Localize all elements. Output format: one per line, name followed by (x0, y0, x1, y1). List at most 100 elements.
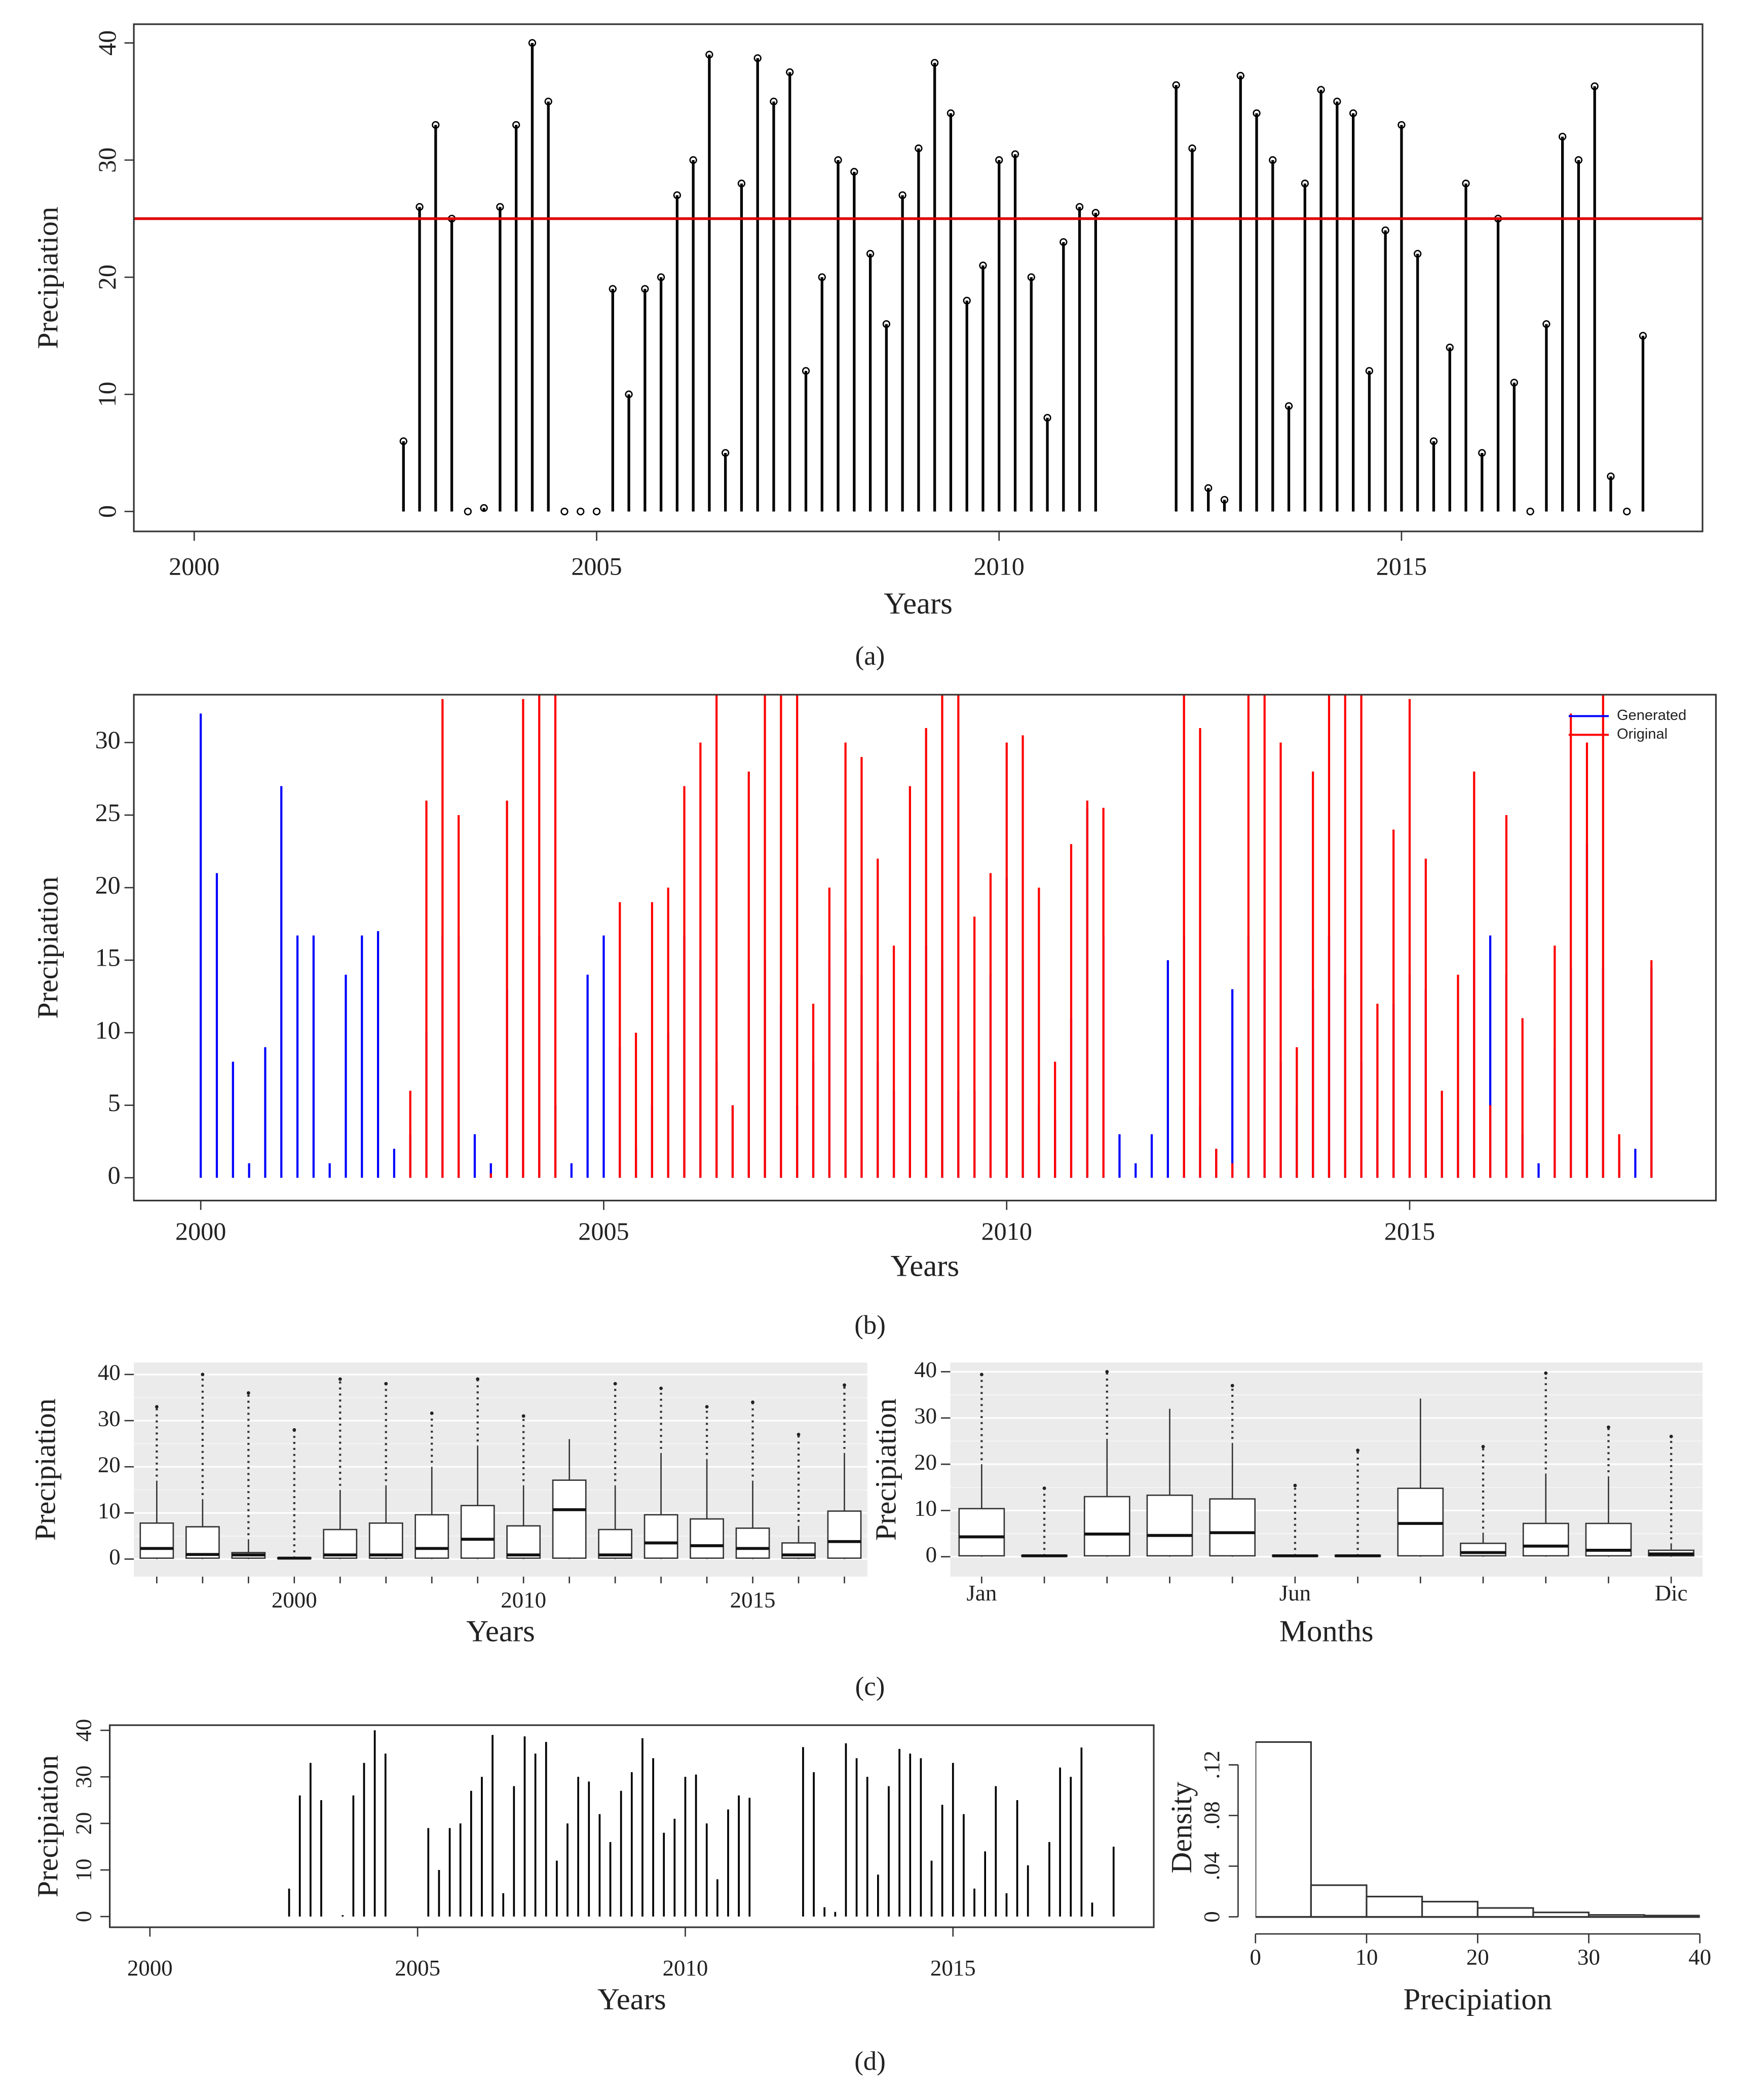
outlier (1230, 1384, 1234, 1388)
point (1462, 179, 1470, 187)
outlier (705, 1405, 709, 1409)
plot-area (288, 1730, 1115, 1917)
box (735, 1527, 770, 1559)
box (598, 1529, 633, 1559)
point (1075, 203, 1084, 211)
point (1060, 238, 1068, 246)
point (1365, 367, 1374, 375)
point (609, 285, 617, 293)
outlier (613, 1382, 617, 1386)
y-tick-label: 20 (95, 871, 121, 899)
box (506, 1525, 541, 1559)
point (496, 203, 504, 211)
y-tick-label: 10 (70, 1859, 96, 1882)
point (705, 51, 713, 59)
point (1446, 343, 1454, 352)
point (560, 507, 569, 516)
outlier (843, 1383, 846, 1387)
outlier (1544, 1371, 1548, 1375)
point (432, 121, 440, 129)
x-tick-label: 2005 (395, 1955, 440, 1980)
point (818, 273, 826, 281)
x-tick-label: 2015 (930, 1955, 976, 1980)
x-tick-label: 2015 (730, 1587, 776, 1612)
point (1349, 109, 1357, 118)
point (786, 68, 794, 77)
point (673, 191, 682, 199)
bar (1366, 1895, 1423, 1918)
point (1478, 449, 1486, 457)
y-tick-label: .12 (1199, 1750, 1224, 1779)
plot-area (139, 1372, 862, 1560)
point (947, 109, 955, 118)
x-tick-label: 2015 (1384, 1217, 1435, 1245)
point (480, 504, 488, 512)
point (1317, 86, 1325, 94)
outlier (155, 1405, 159, 1409)
box (644, 1514, 678, 1559)
point (1558, 133, 1567, 141)
point (753, 54, 762, 62)
box (1146, 1494, 1193, 1557)
point (930, 59, 939, 67)
y-tick-label: 25 (95, 798, 121, 826)
y-tick-label: 5 (108, 1088, 121, 1117)
y-axis-label: Precipiation (869, 1398, 902, 1541)
box (552, 1479, 587, 1559)
x-tick-label: 2010 (974, 552, 1025, 580)
y-tick-label: 30 (93, 147, 121, 173)
x-axis-label: Years (466, 1614, 535, 1648)
y-axis-label: Precipiation (31, 207, 64, 349)
bar (1310, 1884, 1368, 1918)
x-tick-label: 10 (1355, 1944, 1378, 1970)
point (544, 97, 552, 106)
x-tick-label: 30 (1577, 1944, 1600, 1970)
y-tick-label: 10 (914, 1496, 937, 1521)
box (139, 1522, 174, 1559)
y-tick-label: 0 (93, 505, 121, 518)
y-tick-label: 20 (70, 1812, 96, 1835)
y-tick-label: 0 (108, 1161, 121, 1189)
caption: (c) (855, 1672, 885, 1701)
plot-frame (133, 23, 1704, 532)
caption: (b) (854, 1311, 886, 1340)
point (1623, 507, 1631, 516)
x-tick-label: 40 (1688, 1944, 1711, 1970)
point (802, 367, 810, 375)
point (1591, 82, 1599, 90)
point (979, 261, 987, 270)
point (1607, 472, 1615, 480)
point (1397, 121, 1406, 129)
y-tick-label: 40 (93, 30, 121, 56)
y-axis-label: Precipiation (31, 876, 64, 1019)
y-tick-label: 0 (926, 1542, 937, 1567)
outlier (1105, 1370, 1109, 1373)
point (1172, 81, 1180, 89)
point (915, 144, 923, 152)
plot-area (958, 1370, 1695, 1557)
point (963, 296, 971, 305)
point (882, 320, 891, 328)
y-tick-label: .08 (1199, 1801, 1224, 1829)
y-tick-label: 40 (98, 1359, 121, 1385)
box (690, 1518, 724, 1559)
outlier (201, 1372, 205, 1377)
x-tick-label: 2000 (175, 1217, 226, 1245)
x-tick-label: 2010 (501, 1587, 546, 1612)
box (958, 1508, 1005, 1557)
outlier (246, 1391, 250, 1395)
point (898, 191, 906, 199)
y-tick-label: 10 (98, 1498, 121, 1523)
outlier (1669, 1434, 1673, 1438)
box (1522, 1522, 1569, 1557)
outlier (979, 1372, 984, 1377)
outlier (1042, 1486, 1046, 1491)
point (1301, 179, 1309, 187)
x-tick-label: 20 (1466, 1944, 1489, 1970)
x-tick-label: Jun (1279, 1580, 1311, 1606)
point (1091, 209, 1100, 217)
point (834, 156, 842, 164)
point (1429, 437, 1438, 445)
y-tick-label: 0 (70, 1911, 96, 1922)
plot-area (1255, 1741, 1700, 1918)
